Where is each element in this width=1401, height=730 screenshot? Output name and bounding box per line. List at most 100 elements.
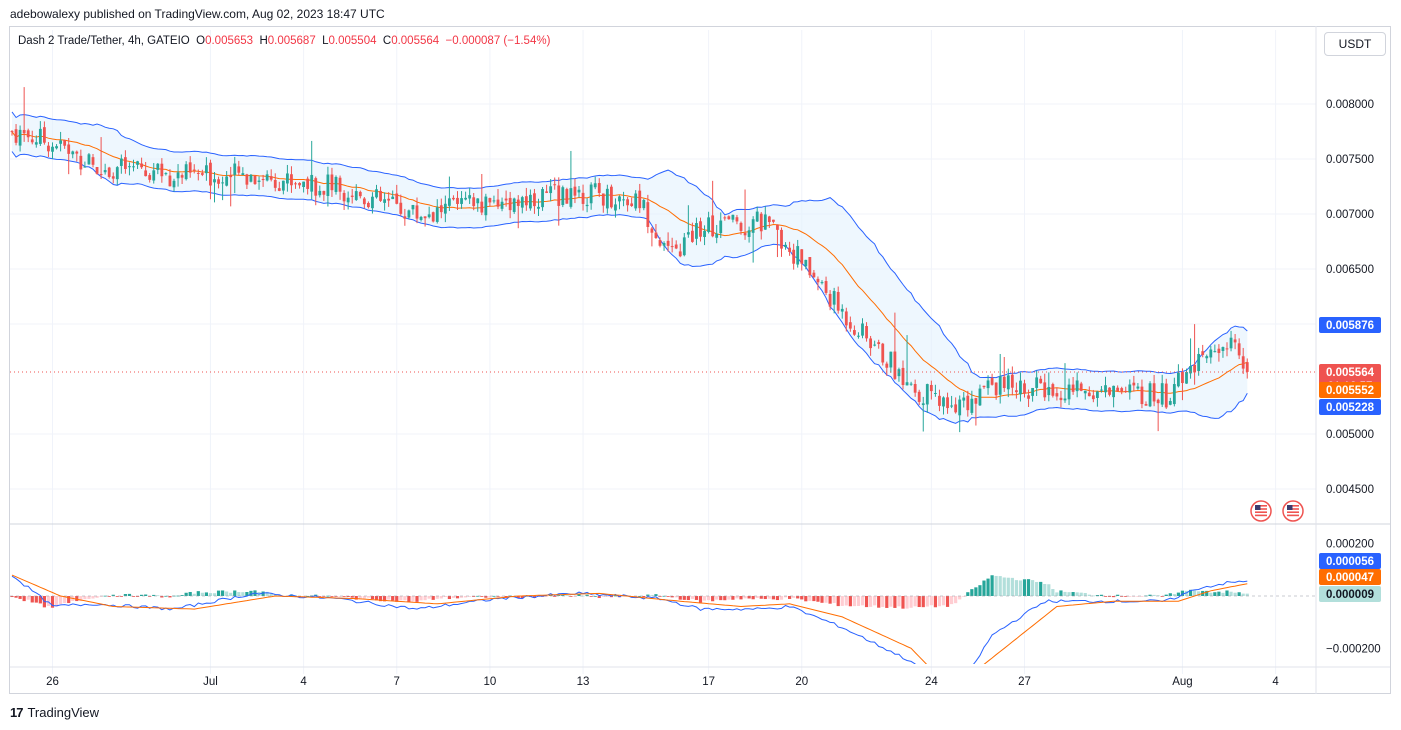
histogram-badge-text: 0.000009 [1326,589,1374,601]
candle-body [1164,383,1168,408]
candle [998,353,1002,404]
candle [140,157,143,170]
histogram-bar [362,596,366,599]
candle [808,257,812,278]
histogram-bar [1184,590,1189,596]
candle [727,215,731,220]
candle [1112,385,1115,408]
candle-body [1185,371,1188,384]
candle-body [686,232,690,235]
currency-selector[interactable]: USDT [1324,32,1386,56]
histogram-bar [439,596,443,599]
candle [1010,366,1014,396]
histogram-bar [978,585,982,596]
histogram-bar [755,596,759,599]
candle-body [1075,380,1079,392]
histogram-bar [241,592,245,596]
candle [379,186,382,202]
candle [468,187,472,204]
candle [1124,386,1128,393]
candle-body [1148,383,1152,407]
candle-body [184,164,188,180]
candle-body [148,175,152,180]
candle [638,183,642,213]
candle [804,259,808,270]
candle-body [484,196,488,216]
candle-body [1160,383,1164,405]
candle-body [1023,383,1026,394]
candle-body [273,179,277,188]
candle-body [217,179,220,184]
histogram-bar [237,592,241,596]
candle-body [1063,398,1067,401]
candle-body [622,199,625,201]
candle-body [962,397,966,401]
histogram-bar [1120,596,1124,597]
candle [63,139,67,149]
histogram-bar [1233,592,1237,596]
candle-body [1189,366,1192,374]
candle-body [168,175,172,187]
histogram-bar [1116,594,1120,596]
histogram-bar [577,594,581,596]
candle-body [1213,351,1217,353]
open-key: O [196,35,206,47]
histogram-bar [869,596,873,607]
us-flag-event-icon[interactable] [1282,500,1304,522]
tradingview-logo[interactable]: 17 TradingView [10,705,99,720]
candle [1189,338,1192,379]
candle-body [630,203,634,206]
candle-body [853,330,856,335]
histogram-bar [374,596,379,601]
candle [290,166,293,193]
candle-body [942,397,945,407]
candle [38,121,42,147]
histogram-bar [225,591,229,596]
candle [934,384,937,397]
candle-body [362,198,366,205]
histogram-bar [1043,584,1047,596]
candle [47,142,50,158]
tradingview-logo-icon: 17 [10,705,24,720]
candle [164,172,168,176]
candle [670,237,674,253]
histogram-bar [775,596,780,601]
candle-body [302,181,305,188]
histogram-bar [455,596,460,599]
candle [1087,386,1091,397]
histogram-bar [378,596,383,602]
candle-body [1055,393,1059,397]
candle-body [1181,371,1184,384]
candle-body [541,189,544,208]
histogram-bar [411,596,415,602]
histogram-bar [982,580,986,596]
histogram-bar [966,592,970,596]
candle [970,390,974,415]
candle-body [10,131,14,133]
candle-body [439,205,443,213]
candle [666,232,670,252]
candle-body [225,176,229,186]
symbol-name[interactable]: Dash 2 Trade/Tether, 4h, GATEIO [18,35,190,47]
us-flag-event-icon[interactable] [1250,500,1272,522]
candle [784,242,787,250]
histogram-bar [779,596,784,600]
histogram-bar [747,596,751,599]
flag-stripe [1255,505,1267,507]
candle-body [978,388,982,406]
histogram-bar [265,591,269,596]
candle [1217,344,1221,362]
histogram-bar [589,596,593,597]
histogram-bar [306,595,310,597]
histogram-bar [1051,589,1055,596]
candle [982,385,986,389]
histogram-bar [184,592,188,596]
candle [375,184,378,199]
candle-body [488,198,492,203]
histogram-bar [666,596,670,597]
candle-body [1059,397,1063,401]
candle-body [294,183,297,185]
histogram-bar [459,596,464,598]
candle-body [346,197,350,203]
